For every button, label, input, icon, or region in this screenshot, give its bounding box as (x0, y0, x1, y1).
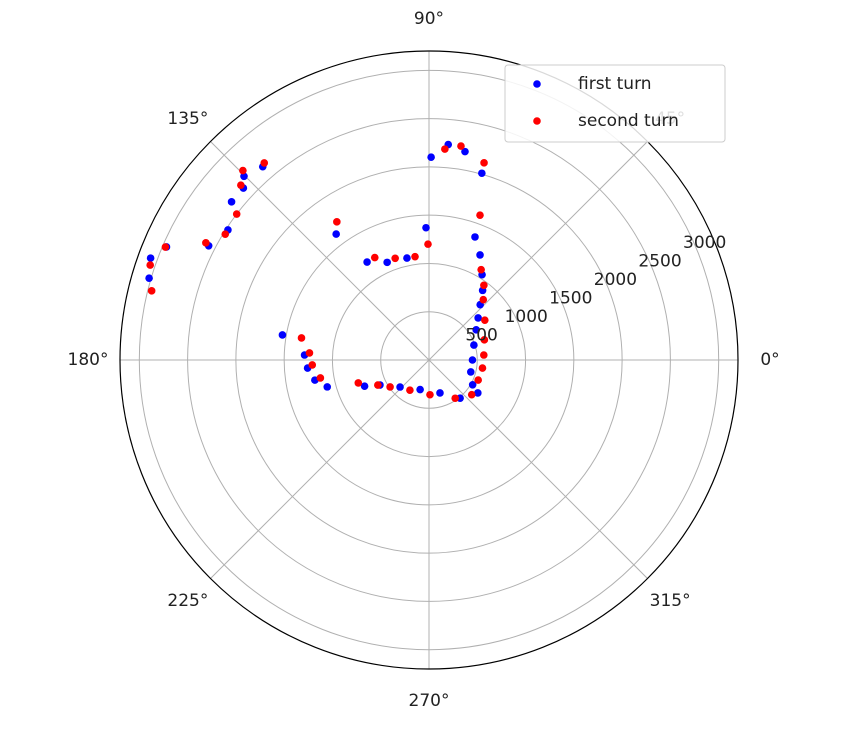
point (466, 368, 475, 376)
point (354, 379, 363, 387)
point (240, 172, 248, 181)
point (411, 252, 419, 261)
point (451, 394, 459, 403)
point (406, 386, 414, 394)
point (161, 243, 170, 251)
point (323, 383, 332, 391)
point (472, 326, 480, 334)
point (480, 281, 488, 290)
angle-tick-label: 225° (167, 591, 208, 611)
point (396, 383, 404, 391)
point (427, 153, 435, 162)
radial-tick-label: 1000 (505, 307, 548, 327)
point (422, 223, 430, 232)
point (363, 258, 371, 266)
point (227, 198, 236, 206)
angle-tick-label: 90° (414, 9, 444, 29)
point (479, 295, 488, 304)
point (332, 230, 340, 238)
legend-box (504, 64, 726, 143)
point (468, 381, 477, 389)
legend: first turn second turn (504, 64, 726, 143)
grid-spoke (210, 359, 430, 579)
point (426, 390, 434, 399)
point (146, 254, 155, 262)
point (474, 376, 482, 384)
point (461, 147, 469, 156)
point (416, 385, 424, 394)
point (474, 389, 482, 397)
point (297, 334, 306, 342)
point (424, 240, 432, 248)
point (480, 159, 488, 167)
point (146, 261, 154, 269)
point (436, 389, 444, 397)
point (383, 258, 391, 267)
point (403, 254, 411, 262)
point (316, 374, 325, 382)
point (333, 218, 341, 226)
point (467, 390, 476, 399)
outer-frame (119, 50, 739, 670)
point (441, 145, 449, 153)
point (468, 356, 477, 364)
legend-marker (533, 80, 541, 88)
radial-tick-label: 1500 (549, 289, 592, 309)
angle-tick-label: 180° (68, 350, 109, 370)
point (477, 265, 485, 274)
angle-tick-label: 0° (760, 350, 779, 370)
point (470, 341, 478, 349)
point (278, 331, 287, 339)
point (202, 239, 210, 247)
point (221, 230, 230, 238)
point (476, 251, 484, 259)
point (478, 364, 487, 372)
point (239, 166, 247, 175)
labels-layer: 0°45°90°135°180°225°270°315°500100015002… (68, 9, 780, 711)
point (474, 314, 482, 322)
radial-tick-label: 2500 (638, 252, 681, 272)
point (480, 351, 488, 359)
point (145, 274, 153, 282)
angle-tick-label: 270° (409, 691, 450, 711)
point (237, 181, 245, 189)
points-layer (145, 140, 489, 403)
grid-layer (119, 50, 739, 670)
point (232, 210, 241, 218)
point (457, 142, 465, 150)
legend-label: second turn (578, 111, 679, 131)
point (305, 349, 314, 357)
legend-marker (533, 117, 541, 125)
grid-spoke (428, 141, 648, 361)
point (391, 254, 399, 263)
legend-label: first turn (578, 74, 652, 94)
point (476, 211, 484, 219)
point (478, 169, 486, 178)
radial-tick-label: 500 (465, 326, 497, 346)
point (481, 316, 489, 324)
angle-tick-label: 135° (167, 109, 208, 129)
point (308, 361, 317, 369)
point (147, 287, 156, 295)
point (370, 253, 379, 262)
point (386, 383, 394, 391)
angle-tick-label: 315° (650, 591, 691, 611)
point (360, 382, 369, 390)
point (480, 336, 489, 344)
grid-spoke (428, 359, 648, 579)
point (260, 159, 269, 167)
point (374, 381, 382, 389)
radial-tick-label: 2000 (594, 270, 637, 290)
radial-tick-label: 3000 (683, 233, 726, 253)
point (471, 233, 479, 241)
